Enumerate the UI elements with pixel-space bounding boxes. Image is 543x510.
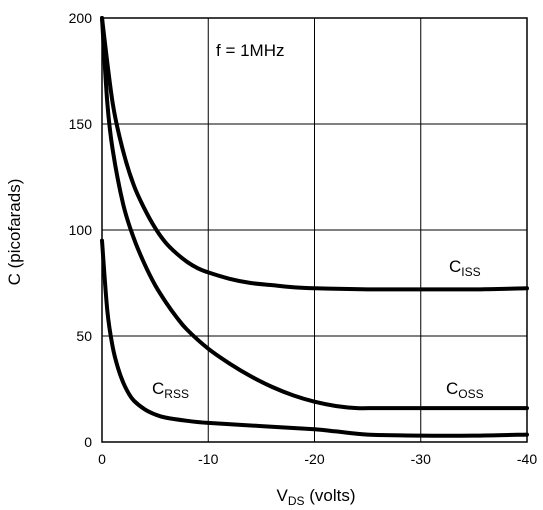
y-tick-label: 0	[84, 434, 92, 450]
series-label-crss-main: C	[152, 379, 164, 398]
series-label-coss-main: C	[446, 379, 458, 398]
series-label-coss: COSS	[446, 379, 484, 401]
x-axis-title-main: V	[276, 486, 288, 505]
series-label-ciss-sub: ISS	[461, 265, 480, 279]
plot-frame	[101, 17, 528, 443]
y-tick-label: 200	[69, 10, 93, 26]
tick-labels: 0 -10 -20 -30 -40 0 50 100 150 200	[69, 10, 538, 467]
series-curves	[100, 16, 529, 438]
series-label-crss-sub: RSS	[164, 387, 189, 401]
x-tick-label: -40	[517, 451, 537, 467]
x-axis-title: VDS (volts)	[276, 486, 355, 508]
series-label-ciss-main: C	[449, 257, 461, 276]
series-label-coss-sub: OSS	[458, 387, 483, 401]
series-label-ciss: CISS	[449, 257, 481, 279]
y-tick-label: 50	[76, 328, 92, 344]
y-tick-label: 150	[69, 116, 93, 132]
y-axis-title: C (picofarads)	[5, 179, 24, 286]
x-tick-label: -30	[411, 451, 431, 467]
series-label-crss: CRSS	[152, 379, 189, 401]
y-tick-label: 100	[69, 222, 93, 238]
series-line-crss	[100, 238, 529, 438]
x-axis-title-suffix: (volts)	[305, 486, 356, 505]
grid-lines	[102, 18, 527, 442]
x-axis-title-sub: DS	[288, 494, 305, 508]
frequency-annotation: f = 1MHz	[216, 41, 285, 60]
series-line-ciss	[100, 16, 529, 292]
x-tick-label: -20	[304, 451, 324, 467]
series-line-coss	[100, 16, 529, 411]
x-tick-label: -10	[198, 451, 218, 467]
x-tick-label: 0	[98, 451, 106, 467]
